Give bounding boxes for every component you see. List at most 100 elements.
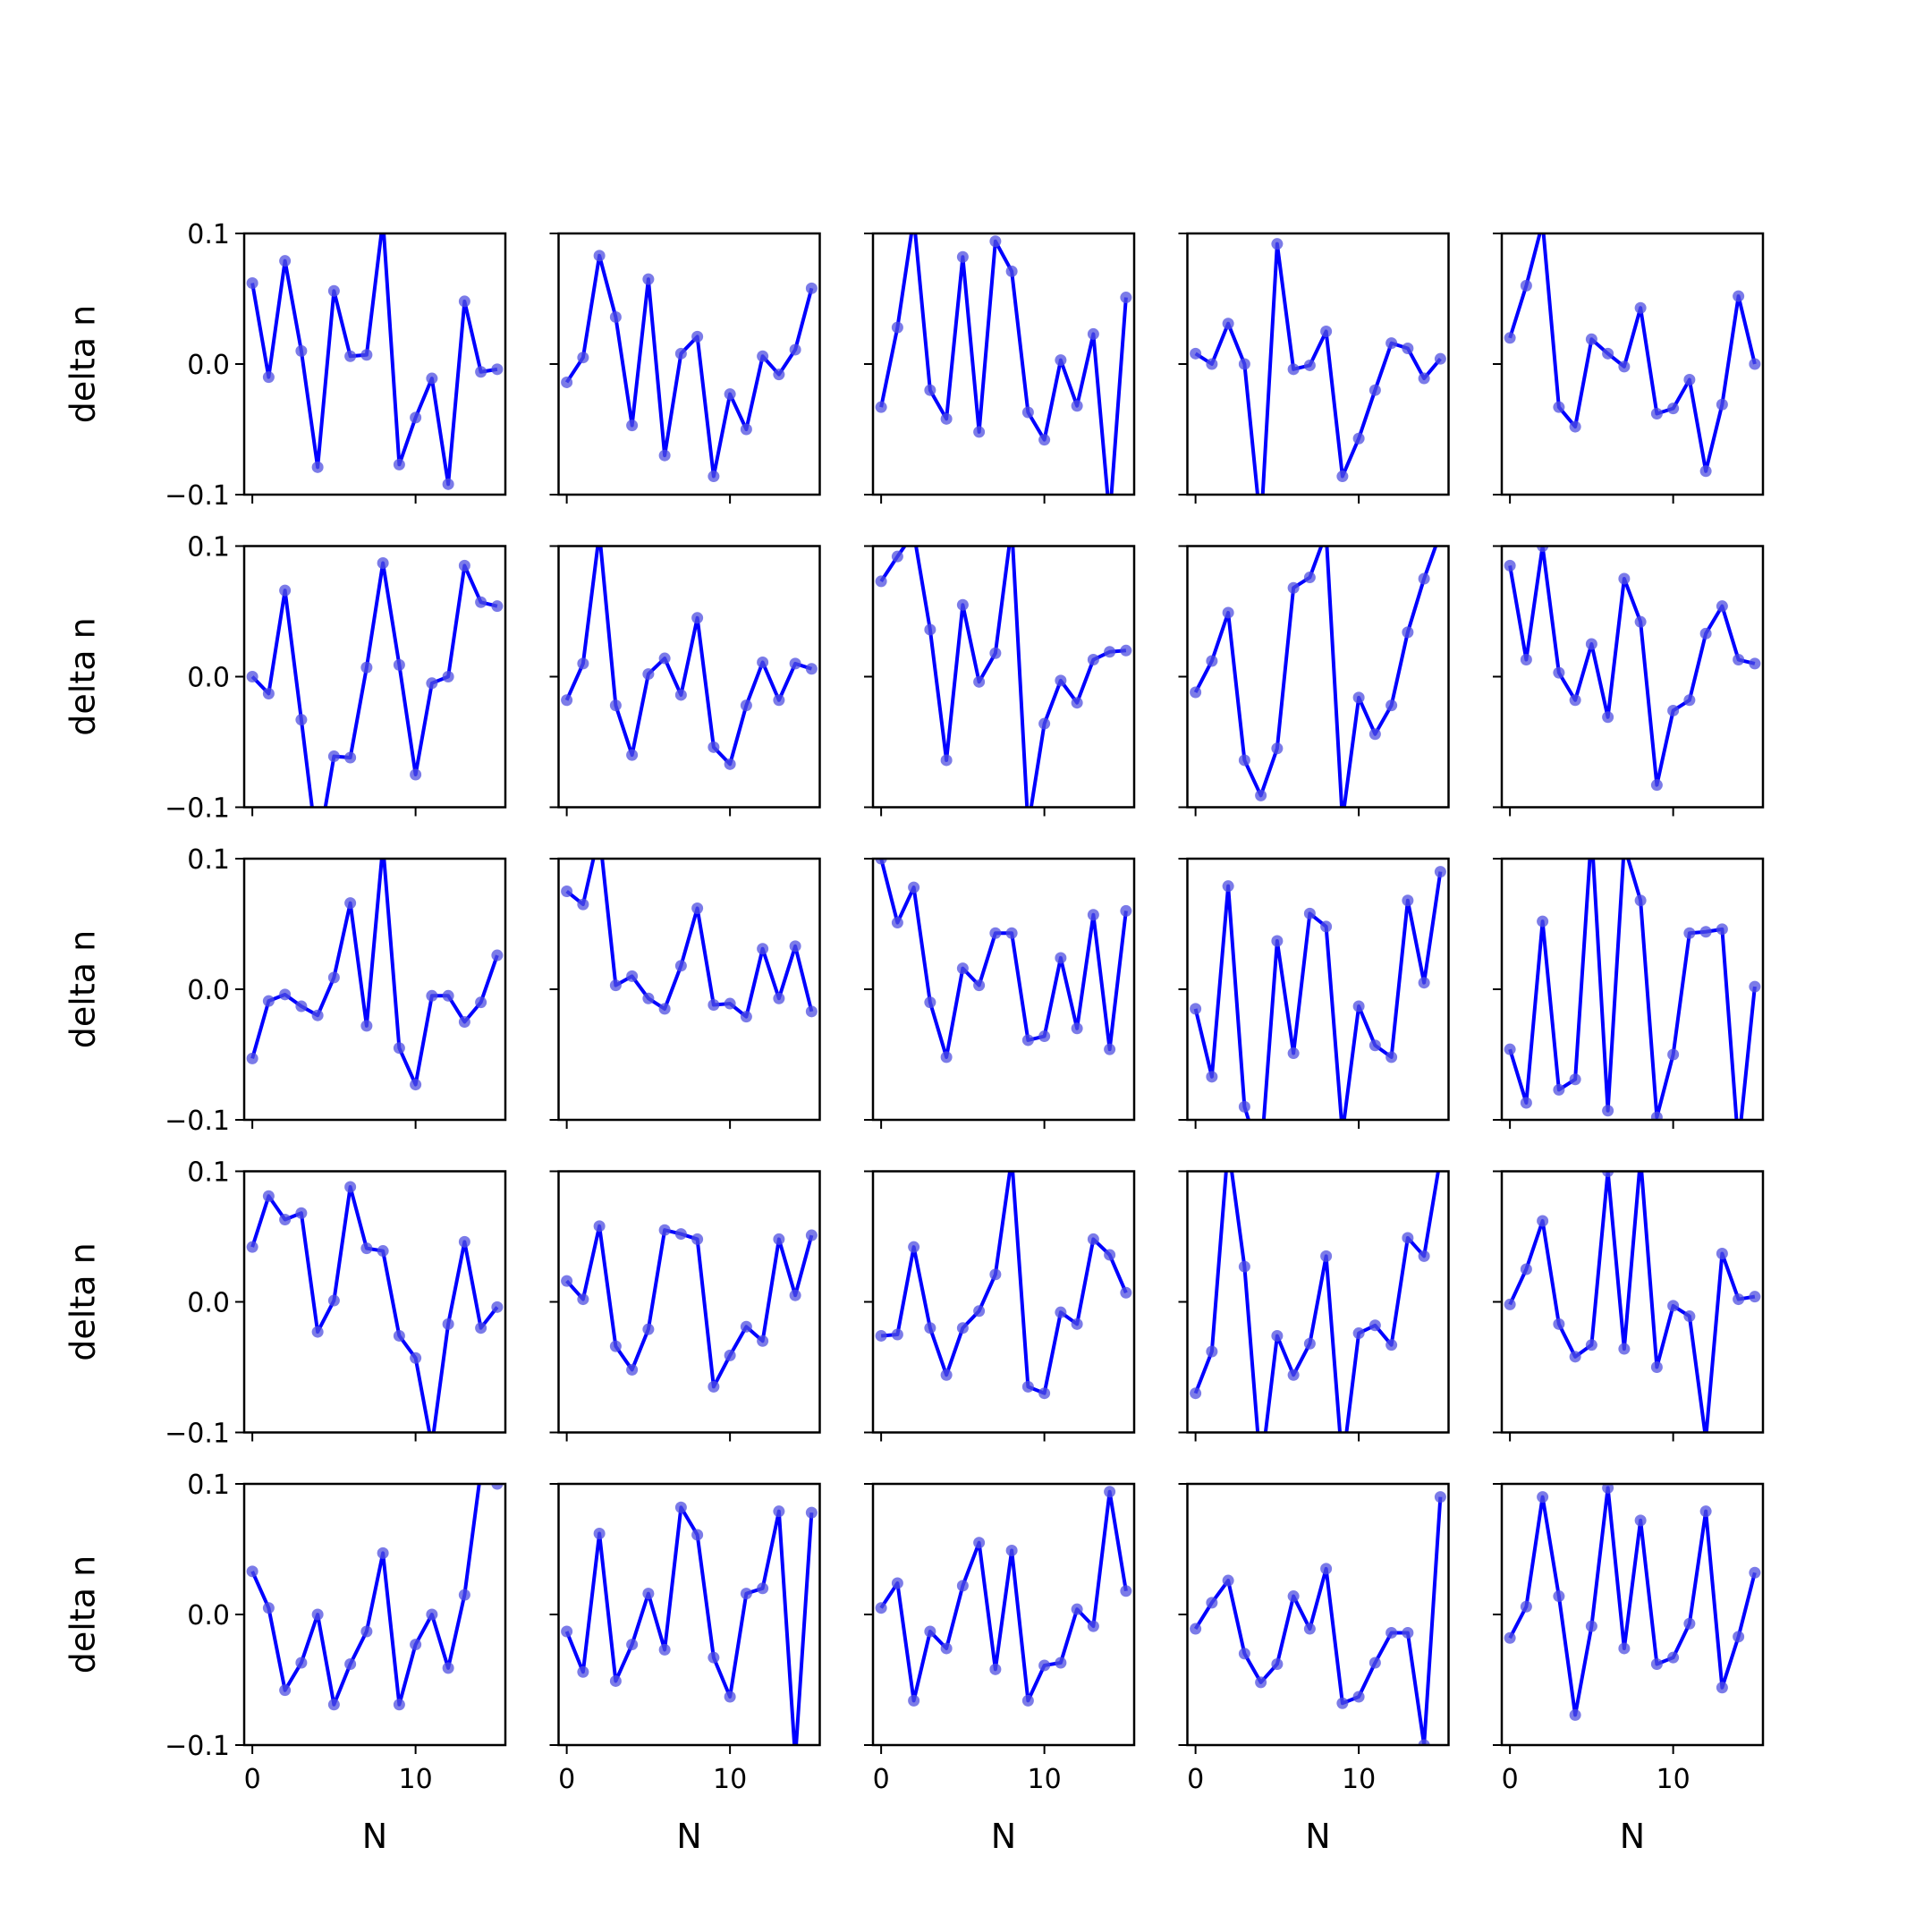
series-group [875,527,1132,808]
data-point [377,215,389,226]
x-tick-label: 0 [873,1764,890,1795]
data-point [1038,717,1051,730]
panel-r4-c1: −0.1 0.0 0.1 delta n [64,1157,507,1450]
data-point [1683,927,1696,939]
data-point [1650,1111,1663,1120]
data-point [1071,1022,1083,1035]
data-point [1504,559,1516,572]
data-point [674,1228,687,1241]
data-point [1190,1387,1202,1400]
data-point [626,749,639,761]
data-point [279,988,292,1001]
data-point [1716,923,1728,936]
y-tick-label: 0.1 [187,844,230,876]
series-group [1190,546,1438,808]
data-point [458,559,470,572]
data-point [1120,1286,1132,1299]
data-point [1222,1574,1234,1587]
data-point [973,1537,986,1549]
data-point [1071,1603,1083,1615]
data-point [1320,326,1333,337]
data-point [1206,1345,1218,1358]
data-point [924,384,936,396]
axes-frame [242,1170,507,1434]
data-point [1749,1566,1761,1579]
axes-frame [557,1170,821,1434]
data-point [1537,217,1548,229]
data-point [1504,1631,1516,1644]
data-point [1569,420,1581,433]
panel-r2-c4 [1178,545,1450,817]
data-point [1504,1298,1516,1310]
series-line [250,1484,497,1707]
data-point [1520,1600,1532,1613]
data-point [393,458,405,470]
data-point [1434,1491,1446,1504]
data-point [1602,1484,1614,1494]
axes-frame [1500,1482,1765,1747]
data-point [875,575,887,588]
data-point [1352,1327,1365,1340]
data-point [1087,1233,1099,1245]
data-point [1749,358,1761,370]
data-point [1021,1694,1034,1707]
data-point [1238,358,1250,370]
y-tick-label: 0.1 [187,1470,230,1501]
data-point [674,960,687,972]
data-point [1667,402,1680,415]
data-point [593,1527,606,1539]
data-point [1402,626,1414,639]
data-point [1206,655,1218,667]
data-point [561,376,573,388]
series-group [561,546,818,770]
data-point [410,1352,422,1364]
data-point [426,372,438,385]
data-point [1038,1659,1051,1672]
data-point [908,527,919,538]
data-point [561,886,573,897]
data-point [789,940,801,953]
data-point [1716,1682,1728,1694]
data-point [1255,521,1267,533]
axes-frame [242,1482,507,1747]
data-point [1352,1690,1365,1703]
x-tick-label: 0 [244,1764,261,1795]
x-axis-label: N [676,1817,701,1856]
axes-frame [1500,545,1765,809]
series-line [1508,859,1757,1120]
data-point [1352,691,1365,704]
series-group [246,1181,504,1433]
series-line [564,253,814,479]
data-point [724,997,736,1010]
data-point [1055,354,1067,367]
data-point [973,675,986,688]
axes-frame [1186,545,1450,809]
data-point [327,1294,340,1307]
data-point [642,668,655,681]
data-point [1271,238,1284,250]
data-point [344,1181,357,1193]
data-point [658,1224,671,1236]
data-point [1683,1310,1696,1323]
data-point [360,1625,373,1638]
data-point [1087,909,1099,921]
data-point [1733,290,1745,302]
data-point [1021,1380,1034,1393]
data-point [875,1329,887,1342]
data-point [1190,347,1202,360]
data-point [989,235,1002,248]
data-point [1402,894,1414,907]
data-point [410,1639,422,1651]
axes-frame [1500,857,1765,1122]
data-point [1520,654,1532,666]
y-tick-label: 0.0 [187,663,230,694]
data-point [708,470,720,483]
series-line [879,233,1128,495]
series-line [250,1185,499,1433]
data-point [344,350,357,362]
data-point [577,898,589,911]
data-point [262,371,275,384]
data-point [246,1052,258,1064]
data-point [757,943,769,955]
data-point [805,1506,818,1519]
